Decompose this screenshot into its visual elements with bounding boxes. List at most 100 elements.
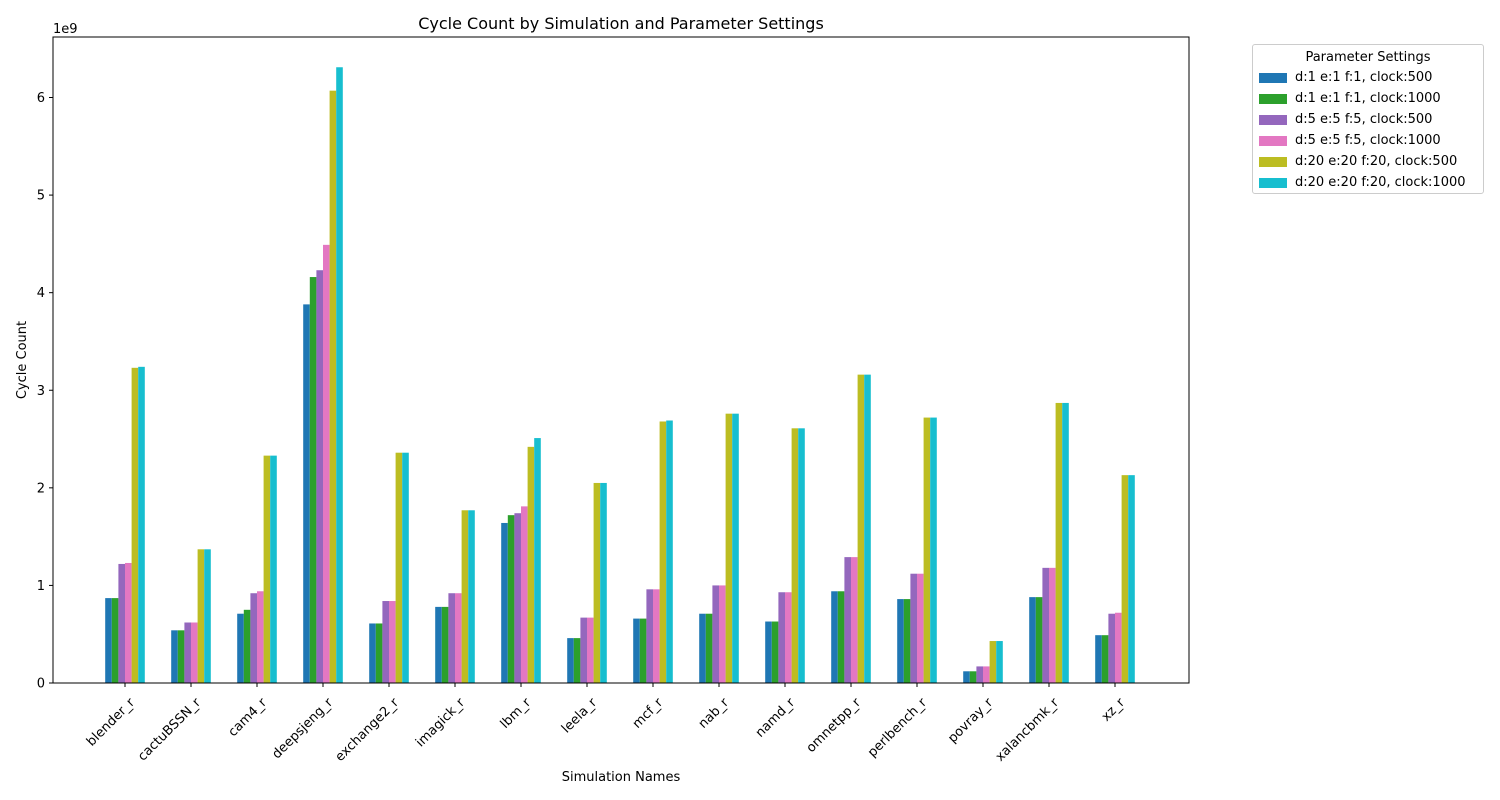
bar-deepsjeng_r-series-0: [303, 304, 310, 683]
legend-label: d:1 e:1 f:1, clock:500: [1295, 70, 1433, 85]
bar-cactuBSSN_r-series-0: [171, 630, 178, 683]
bar-perlbench_r-series-5: [930, 417, 937, 683]
bar-blender_r-series-5: [138, 366, 145, 683]
bar-exchange2_r-series-2: [382, 601, 389, 683]
bar-xz_r-series-2: [1108, 613, 1115, 683]
bar-leela_r-series-4: [593, 482, 601, 683]
bar-omnetpp_r-series-1: [837, 591, 845, 683]
x-tick-label-povray_r: povray_r: [945, 695, 996, 746]
bar-leela_r-series-3: [587, 617, 594, 683]
bar-povray_r-series-2: [976, 666, 983, 683]
bar-leela_r-series-2: [580, 617, 587, 683]
x-tick-label-blender_r: blender_r: [84, 695, 139, 750]
bar-lbm_r-series-3: [521, 506, 528, 683]
bar-lbm_r-series-0: [501, 522, 508, 683]
bar-omnetpp_r-series-5: [864, 374, 871, 683]
bar-povray_r-series-5: [996, 641, 1003, 683]
y-axis-label: Cycle Count: [15, 321, 30, 399]
bar-omnetpp_r-series-3: [851, 557, 858, 683]
bar-nab_r-series-3: [719, 585, 726, 683]
legend-label: d:20 e:20 f:20, clock:1000: [1295, 175, 1466, 190]
bar-cactuBSSN_r-series-4: [197, 549, 205, 683]
legend-entry: d:20 e:20 f:20, clock:500: [1253, 151, 1483, 172]
bar-imagick_r-series-3: [455, 593, 462, 683]
bar-mcf_r-series-4: [659, 421, 667, 683]
bar-deepsjeng_r-series-5: [336, 67, 343, 683]
x-tick-label-namd_r: namd_r: [753, 695, 799, 741]
x-tick-label-omnetpp_r: omnetpp_r: [804, 695, 865, 756]
x-tick-label-xalancbmk_r: xalancbmk_r: [993, 695, 1063, 765]
bar-leela_r-series-5: [600, 482, 607, 683]
bar-exchange2_r-series-3: [389, 601, 396, 683]
bar-xz_r-series-0: [1095, 635, 1102, 683]
bar-omnetpp_r-series-2: [844, 557, 851, 683]
bar-povray_r-series-0: [963, 671, 970, 683]
x-tick-label-exchange2_r: exchange2_r: [333, 695, 403, 765]
y-tick-label: 4: [37, 286, 45, 301]
bar-namd_r-series-4: [791, 428, 799, 683]
bar-leela_r-series-1: [573, 638, 581, 683]
bar-lbm_r-series-1: [507, 515, 515, 683]
bar-povray_r-series-3: [983, 666, 990, 683]
x-tick-label-lbm_r: lbm_r: [498, 695, 535, 732]
bar-mcf_r-series-2: [646, 589, 653, 683]
bar-blender_r-series-2: [118, 563, 125, 683]
bar-lbm_r-series-4: [527, 446, 535, 683]
y-tick-label: 1: [37, 579, 45, 594]
bar-imagick_r-series-2: [448, 593, 455, 683]
legend-label: d:5 e:5 f:5, clock:1000: [1295, 133, 1441, 148]
bar-namd_r-series-0: [765, 621, 772, 683]
y-tick-label: 2: [37, 481, 45, 496]
bar-deepsjeng_r-series-4: [329, 90, 337, 684]
bar-perlbench_r-series-2: [910, 573, 917, 683]
legend-label: d:20 e:20 f:20, clock:500: [1295, 154, 1458, 169]
legend-entry: d:5 e:5 f:5, clock:1000: [1253, 130, 1483, 151]
bar-xalancbmk_r-series-0: [1029, 597, 1036, 683]
legend-swatch: [1259, 93, 1287, 104]
bar-cactuBSSN_r-series-1: [177, 630, 185, 683]
bars-group: [105, 67, 1135, 684]
bar-exchange2_r-series-1: [375, 623, 383, 683]
bar-povray_r-series-4: [989, 641, 997, 683]
bar-cam4_r-series-3: [257, 591, 264, 683]
plot-area-frame: [52, 36, 1190, 684]
bar-deepsjeng_r-series-1: [309, 277, 317, 683]
legend-swatch: [1259, 72, 1287, 83]
legend: Parameter Settings d:1 e:1 f:1, clock:50…: [1252, 44, 1484, 194]
bar-omnetpp_r-series-4: [857, 374, 865, 683]
bar-imagick_r-series-1: [441, 606, 449, 683]
bar-lbm_r-series-2: [514, 513, 521, 683]
y-axis-ticks: 0 1 2 3 4 5 6: [37, 91, 53, 692]
legend-swatch: [1259, 135, 1287, 146]
y-tick-label: 6: [37, 91, 45, 106]
y-axis-multiplier: 1e9: [53, 22, 78, 37]
bar-exchange2_r-series-0: [369, 623, 376, 683]
legend-entries: d:1 e:1 f:1, clock:500 d:1 e:1 f:1, clock…: [1253, 67, 1483, 193]
bar-mcf_r-series-3: [653, 589, 660, 683]
legend-entry: d:1 e:1 f:1, clock:500: [1253, 67, 1483, 88]
x-tick-label-cactuBSSN_r: cactuBSSN_r: [135, 695, 204, 764]
y-tick-label: 5: [37, 189, 45, 204]
y-tick-label: 0: [37, 677, 45, 692]
legend-swatch: [1259, 177, 1287, 188]
bar-namd_r-series-1: [771, 621, 779, 683]
bar-mcf_r-series-1: [639, 618, 647, 683]
bar-perlbench_r-series-1: [903, 599, 911, 683]
bar-xalancbmk_r-series-5: [1062, 402, 1069, 683]
bar-cam4_r-series-1: [243, 609, 251, 683]
bar-nab_r-series-5: [732, 413, 739, 683]
bar-povray_r-series-1: [969, 671, 977, 683]
bar-blender_r-series-1: [111, 598, 119, 683]
chart-title: Cycle Count by Simulation and Parameter …: [418, 14, 824, 33]
x-tick-label-deepsjeng_r: deepsjeng_r: [269, 695, 336, 762]
bar-mcf_r-series-5: [666, 420, 673, 683]
bar-xalancbmk_r-series-2: [1042, 567, 1049, 683]
x-tick-label-mcf_r: mcf_r: [630, 695, 667, 732]
bar-namd_r-series-3: [785, 592, 792, 683]
x-tick-label-perlbench_r: perlbench_r: [865, 695, 930, 760]
legend-entry: d:1 e:1 f:1, clock:1000: [1253, 88, 1483, 109]
bar-omnetpp_r-series-0: [831, 591, 838, 683]
x-axis-label: Simulation Names: [562, 770, 681, 785]
bar-nab_r-series-0: [699, 613, 706, 683]
bar-leela_r-series-0: [567, 638, 574, 683]
